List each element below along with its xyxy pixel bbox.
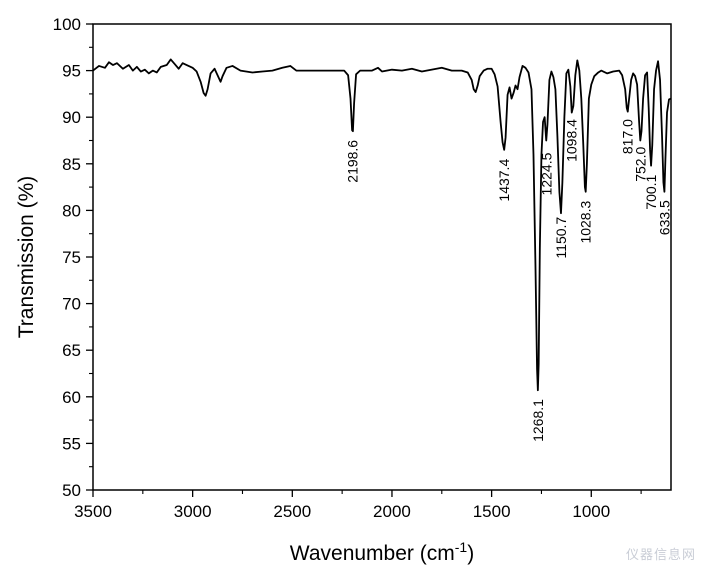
spectrum-line xyxy=(92,58,672,392)
y-tick-label: 70 xyxy=(62,295,81,314)
y-tick-label: 60 xyxy=(62,388,81,407)
x-axis-title-main: Wavenumber (cm xyxy=(290,542,455,565)
y-tick-label: 85 xyxy=(62,155,81,174)
x-axis-title: Wavenumber (cm-1) xyxy=(290,539,474,565)
x-axis-title-close: ) xyxy=(467,542,474,565)
peak-label: 1098.4 xyxy=(564,119,580,162)
axis-tick-labels: 3500 3000 2500 2000 1500 1000 50 55 60 65 70 75 80 85… xyxy=(53,15,611,521)
plot-area-frame xyxy=(92,23,672,491)
x-tick-label: 3000 xyxy=(174,502,212,521)
x-tick-label: 1000 xyxy=(572,502,610,521)
peak-label: 2198.6 xyxy=(344,140,360,183)
peak-label: 752.0 xyxy=(633,147,649,182)
peak-label: 1268.1 xyxy=(530,399,546,442)
peak-label: 633.5 xyxy=(656,200,672,235)
x-axis-title-superscript: -1 xyxy=(455,539,468,555)
watermark: 仪器信息网 xyxy=(625,548,696,563)
peak-label: 1028.3 xyxy=(578,201,594,244)
y-axis-title: Transmission (%) xyxy=(15,176,38,339)
y-tick-label: 55 xyxy=(62,434,81,453)
peak-label: 1150.7 xyxy=(553,217,569,259)
x-tick-label: 1500 xyxy=(473,502,511,521)
y-tick-label: 80 xyxy=(62,201,81,220)
y-tick-label: 100 xyxy=(53,15,81,34)
peak-label: 817.0 xyxy=(620,119,636,154)
peak-annotations: 2198.6 1437.4 1224.5 1268.1 1150.7 1098.4 1028… xyxy=(344,119,672,442)
x-tick-label: 2000 xyxy=(373,502,411,521)
peak-label: 700.1 xyxy=(643,174,659,209)
x-tick-label: 2500 xyxy=(273,502,311,521)
x-tick-label: 3500 xyxy=(74,502,112,521)
peak-label: 1437.4 xyxy=(496,159,512,202)
y-tick-label: 75 xyxy=(62,248,81,267)
peak-label: 1224.5 xyxy=(539,152,555,195)
y-tick-label: 95 xyxy=(62,62,81,81)
axis-ticks xyxy=(86,23,642,497)
y-tick-label: 65 xyxy=(62,341,81,360)
y-tick-label: 50 xyxy=(62,481,81,500)
y-tick-label: 90 xyxy=(62,108,81,127)
